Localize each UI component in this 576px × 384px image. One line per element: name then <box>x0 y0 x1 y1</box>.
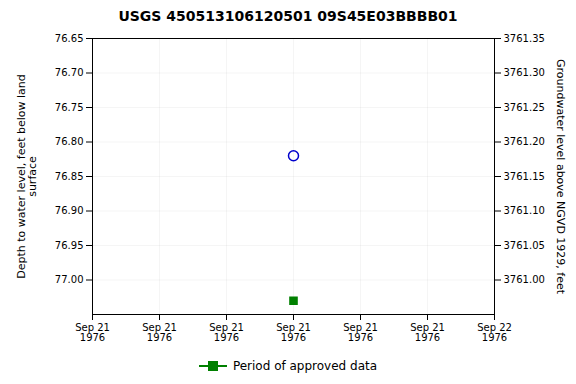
svg-text:76.70: 76.70 <box>55 67 84 78</box>
html-text:USGS 450513106120501 09S45E03B: USGS 450513106120501 09S45E03BBBB01 <box>118 8 458 24</box>
svg-text:3761.35: 3761.35 <box>504 33 545 44</box>
html-text:Period of approved data: Period of approved data <box>232 359 378 373</box>
svg-text:3761.15: 3761.15 <box>504 171 545 182</box>
svg-text:Sep 211976: Sep 211976 <box>343 322 378 343</box>
svg-text:76.75: 76.75 <box>55 102 84 113</box>
svg-text:Sep 211976: Sep 211976 <box>276 322 311 343</box>
svg-text:Groundwater level above NGVD 1: Groundwater level above NGVD 1929, feet <box>554 59 567 295</box>
svg-text:Sep 211976: Sep 211976 <box>209 322 244 343</box>
svg-text:3761.05: 3761.05 <box>504 240 545 251</box>
svg-text:Sep 221976: Sep 221976 <box>477 322 512 343</box>
svg-text:3761.00: 3761.00 <box>504 274 545 285</box>
svg-text:Sep 211976: Sep 211976 <box>142 322 177 343</box>
svg-text:3761.10: 3761.10 <box>504 205 545 216</box>
svg-text:76.95: 76.95 <box>55 240 84 251</box>
svg-text:76.90: 76.90 <box>55 205 84 216</box>
svg-text:76.85: 76.85 <box>55 171 84 182</box>
svg-text:3761.30: 3761.30 <box>504 67 545 78</box>
svg-text:77.00: 77.00 <box>55 274 84 285</box>
svg-text:76.80: 76.80 <box>55 136 84 147</box>
svg-text:Depth to water level, feet bel: Depth to water level, feet below landsur… <box>15 74 39 279</box>
svg-text:Sep 211976: Sep 211976 <box>410 322 445 343</box>
svg-text:3761.25: 3761.25 <box>504 102 545 113</box>
svg-text:3761.20: 3761.20 <box>504 136 545 147</box>
svg-text:76.65: 76.65 <box>55 33 84 44</box>
svg-text:Sep 211976: Sep 211976 <box>75 322 110 343</box>
